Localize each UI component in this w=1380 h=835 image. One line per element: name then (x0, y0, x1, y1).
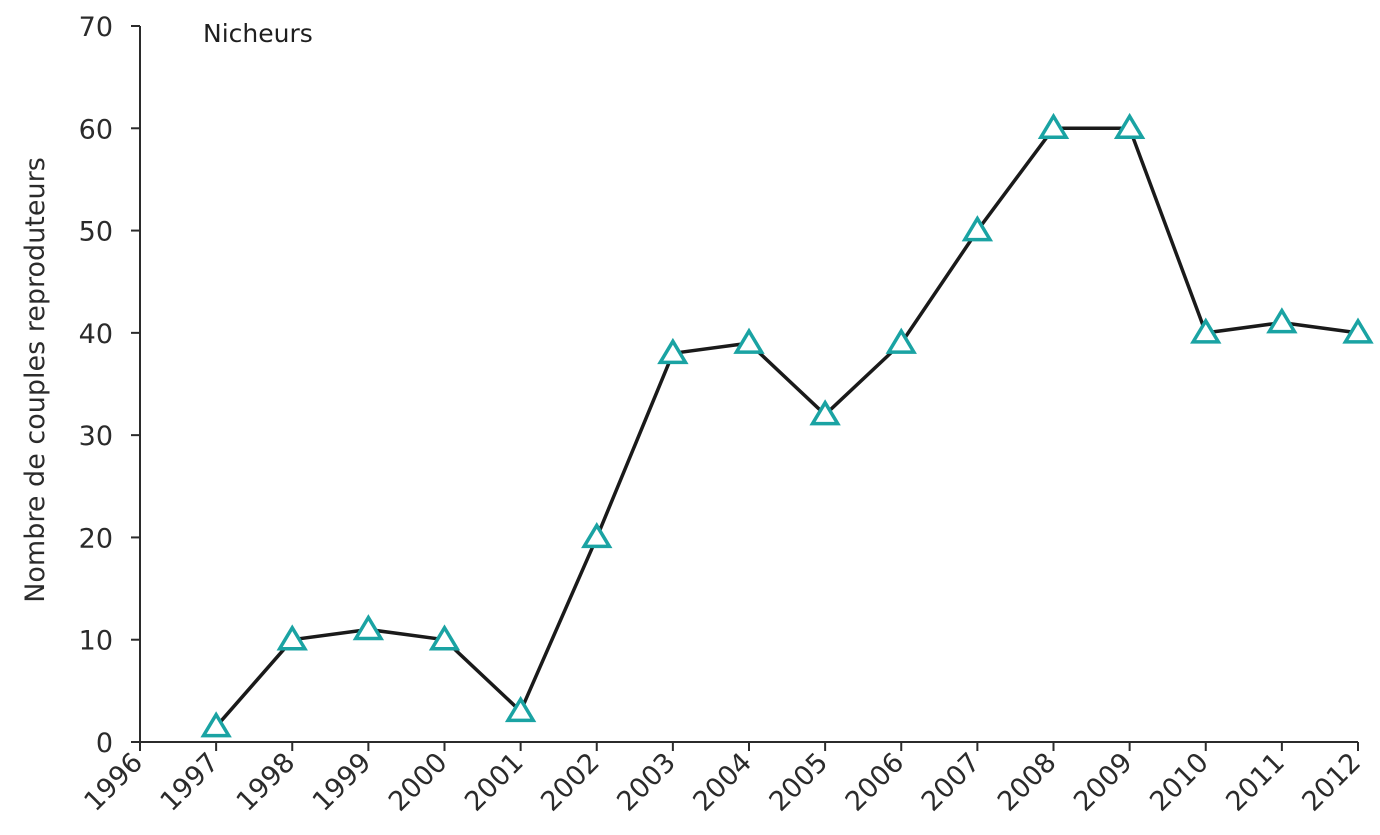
x-tick-label: 1998 (231, 747, 302, 818)
y-tick-label: 20 (79, 523, 113, 554)
data-point-marker (352, 614, 385, 641)
x-tick-label: 2012 (1296, 747, 1367, 818)
y-axis-title: Nombre de couples reproduteurs (20, 157, 51, 603)
x-tick-label: 2006 (840, 747, 911, 818)
x-tick-label: 2007 (916, 747, 987, 818)
y-tick-label: 10 (79, 626, 113, 657)
x-tick-label: 2009 (1068, 747, 1139, 818)
x-tick-label: 2003 (611, 747, 682, 818)
data-point-marker (1037, 112, 1070, 140)
x-tick-label: 2001 (459, 747, 530, 818)
data-point-marker (1190, 317, 1222, 344)
x-tick-label: 2002 (535, 747, 606, 818)
data-point-marker (1113, 112, 1146, 140)
x-tick-label: 2008 (992, 747, 1063, 818)
data-point-marker (581, 522, 613, 549)
x-tick-label: 2000 (383, 747, 454, 818)
x-tick-label: 2010 (1144, 747, 1215, 818)
data-point-marker (276, 624, 308, 651)
y-tick-label: 0 (96, 728, 113, 759)
data-point-marker (1266, 307, 1298, 334)
data-point-marker (733, 327, 765, 354)
data-point-marker (1342, 317, 1374, 344)
x-tick-label: 2005 (764, 747, 835, 818)
y-tick-label: 60 (79, 114, 113, 145)
data-point-marker (885, 327, 917, 354)
data-point-marker (961, 215, 994, 242)
data-point-marker (200, 711, 232, 738)
chart-title: Nicheurs (203, 19, 313, 48)
y-tick-label: 70 (79, 12, 113, 43)
series-layer (200, 112, 1374, 738)
x-tick-label: 2011 (1220, 747, 1291, 818)
data-point-marker (657, 337, 689, 365)
x-tick-label: 1997 (155, 747, 226, 818)
y-tick-label: 30 (79, 421, 113, 452)
y-tick-label: 50 (79, 217, 113, 248)
series-line (214, 126, 1359, 728)
x-tick-label: 1996 (78, 747, 149, 818)
data-point-marker (504, 695, 537, 723)
data-point-marker (809, 399, 841, 426)
data-point-marker (428, 624, 461, 651)
x-tick-label: 1999 (307, 747, 378, 818)
x-tick-label: 2004 (687, 747, 758, 818)
y-tick-label: 40 (79, 319, 113, 350)
